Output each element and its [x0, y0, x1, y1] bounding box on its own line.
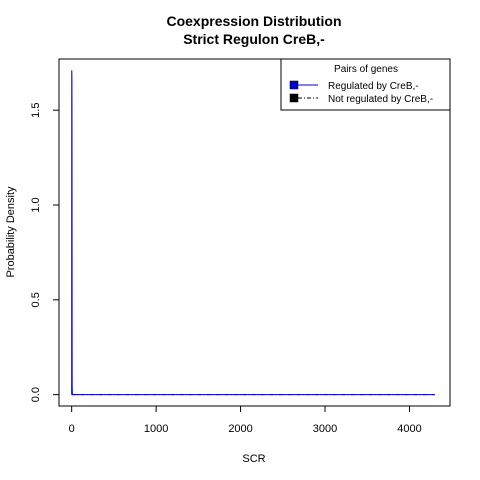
- series-layer: [71, 70, 435, 396]
- legend: Pairs of genes Regulated by CreB,- Not re…: [280, 58, 451, 111]
- legend-swatch: [289, 80, 299, 90]
- legend-label: Not regulated by CreB,-: [328, 94, 433, 105]
- y-tick-label: 1.5: [30, 103, 42, 118]
- x-tick-label: 0: [69, 423, 75, 435]
- y-axis: 0.0 0.5 1.0 1.5: [30, 103, 59, 402]
- chart-subtitle: Strict Regulon CreB,-: [183, 31, 325, 47]
- plot-frame: [58, 58, 451, 407]
- x-axis: 0 1000 2000 3000 4000: [69, 406, 422, 435]
- y-tick-label: 0.5: [30, 292, 42, 307]
- x-tick-label: 4000: [397, 423, 421, 435]
- x-tick-label: 2000: [228, 423, 252, 435]
- y-tick-label: 0.0: [30, 387, 42, 402]
- legend-swatch: [289, 93, 299, 103]
- y-axis-label: Probability Density: [5, 186, 17, 278]
- x-axis-label: SCR: [242, 453, 265, 465]
- legend-entries: Regulated by CreB,- Not regulated by CreB…: [289, 80, 433, 105]
- x-tick-label: 3000: [313, 423, 337, 435]
- chart-title: Coexpression Distribution: [166, 13, 341, 29]
- legend-title: Pairs of genes: [334, 64, 398, 75]
- series-line: [71, 70, 435, 396]
- x-tick-label: 1000: [144, 423, 168, 435]
- y-tick-label: 1.0: [30, 197, 42, 212]
- legend-label: Regulated by CreB,-: [328, 81, 419, 92]
